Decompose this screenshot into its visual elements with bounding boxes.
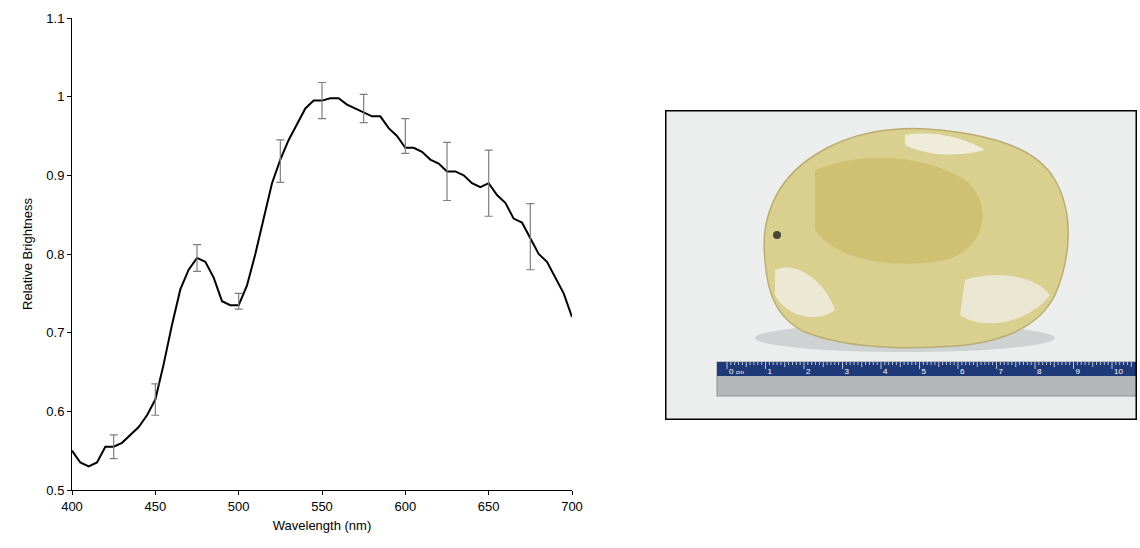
svg-text:400: 400 [61, 499, 83, 514]
svg-text:1: 1 [768, 367, 773, 376]
svg-text:650: 650 [478, 499, 500, 514]
svg-text:700: 700 [561, 499, 583, 514]
svg-text:4: 4 [883, 367, 888, 376]
svg-text:450: 450 [144, 499, 166, 514]
svg-text:1: 1 [57, 89, 64, 104]
svg-text:550: 550 [311, 499, 333, 514]
svg-text:7: 7 [999, 367, 1004, 376]
svg-text:0.5: 0.5 [46, 483, 64, 498]
svg-text:1.1: 1.1 [46, 11, 64, 26]
svg-text:10: 10 [1114, 367, 1123, 376]
svg-text:Wavelength (nm): Wavelength (nm) [273, 518, 372, 533]
svg-text:0.8: 0.8 [46, 247, 64, 262]
svg-text:cm: cm [736, 369, 744, 375]
svg-text:3: 3 [845, 367, 850, 376]
svg-text:500: 500 [228, 499, 250, 514]
svg-text:8: 8 [1037, 367, 1042, 376]
svg-text:6: 6 [960, 367, 965, 376]
svg-text:0.6: 0.6 [46, 404, 64, 419]
svg-text:2: 2 [806, 367, 811, 376]
svg-text:600: 600 [394, 499, 416, 514]
svg-text:Relative Brightness: Relative Brightness [20, 198, 35, 310]
svg-text:9: 9 [1076, 367, 1081, 376]
svg-text:0: 0 [729, 367, 734, 376]
svg-text:5: 5 [922, 367, 927, 376]
svg-text:0.7: 0.7 [46, 325, 64, 340]
svg-text:0.9: 0.9 [46, 168, 64, 183]
